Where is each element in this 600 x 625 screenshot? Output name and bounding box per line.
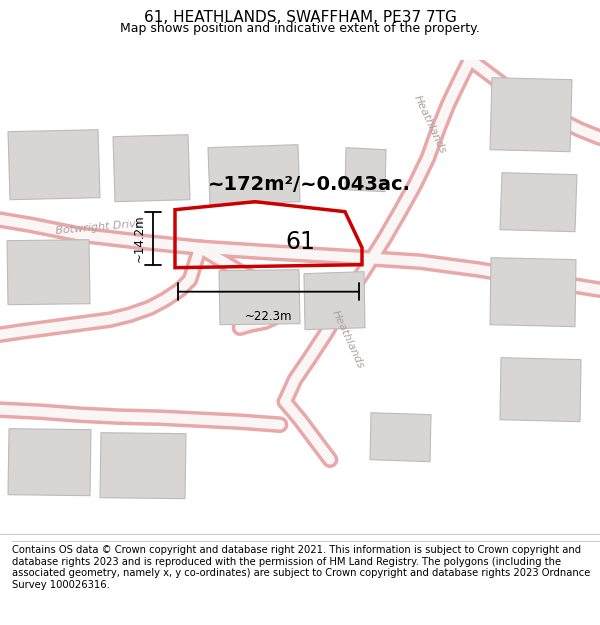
Text: Heathlands: Heathlands (330, 309, 366, 371)
Text: ~172m²/~0.043ac.: ~172m²/~0.043ac. (208, 175, 411, 194)
Text: 61: 61 (285, 229, 315, 254)
Polygon shape (490, 78, 572, 152)
Text: ~22.3m: ~22.3m (245, 309, 292, 322)
Polygon shape (219, 270, 300, 325)
Text: Botwright Drive: Botwright Drive (55, 219, 143, 236)
Polygon shape (500, 173, 577, 232)
Polygon shape (304, 272, 365, 330)
Polygon shape (208, 144, 300, 205)
Polygon shape (8, 129, 100, 200)
Polygon shape (100, 432, 186, 499)
Text: Contains OS data © Crown copyright and database right 2021. This information is : Contains OS data © Crown copyright and d… (12, 545, 590, 590)
Polygon shape (8, 429, 91, 496)
Text: 61, HEATHLANDS, SWAFFHAM, PE37 7TG: 61, HEATHLANDS, SWAFFHAM, PE37 7TG (143, 10, 457, 25)
Polygon shape (490, 258, 576, 327)
Polygon shape (500, 357, 581, 422)
Text: ~14.2m: ~14.2m (133, 215, 146, 262)
Polygon shape (113, 134, 190, 202)
Polygon shape (370, 412, 431, 462)
Polygon shape (7, 239, 90, 304)
Polygon shape (345, 148, 386, 192)
Text: Map shows position and indicative extent of the property.: Map shows position and indicative extent… (120, 22, 480, 35)
Text: Heathlands: Heathlands (412, 94, 448, 156)
